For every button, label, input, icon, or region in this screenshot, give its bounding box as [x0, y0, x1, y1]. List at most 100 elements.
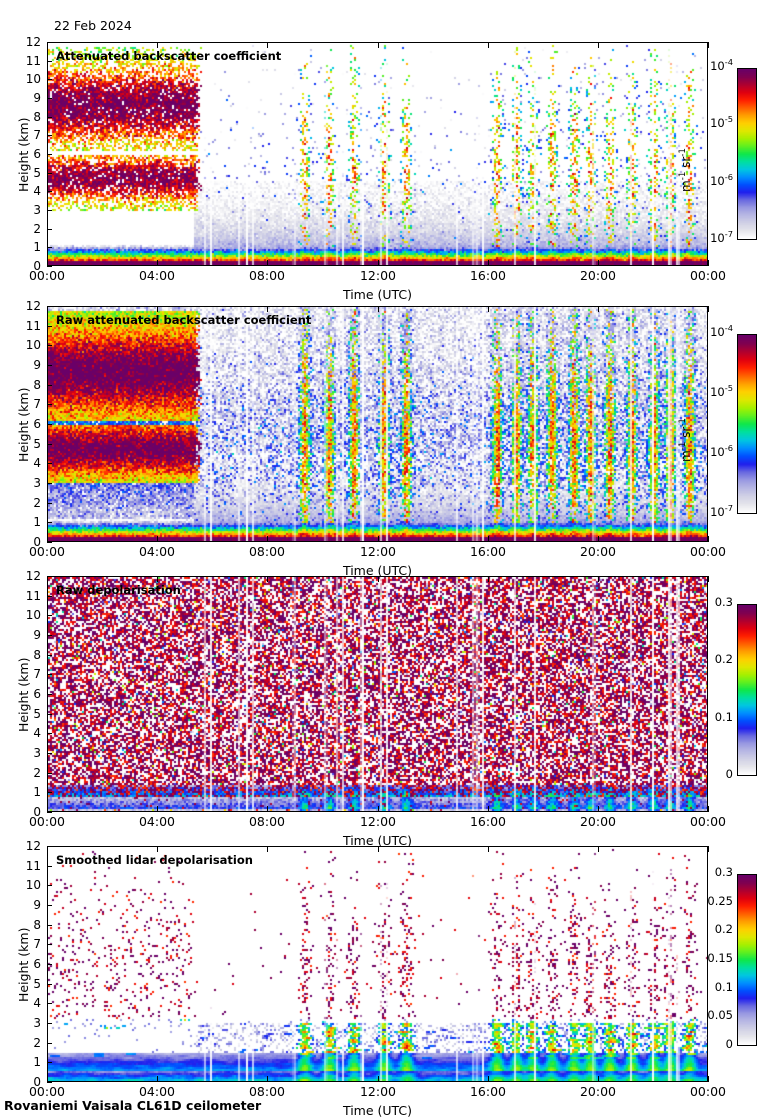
colorbar-tick-label: 0.3: [714, 865, 733, 879]
x-tick-mark: [488, 1076, 489, 1082]
colorbar-tick-label: 0.1: [714, 980, 733, 994]
x-tick-mark: [157, 576, 158, 582]
x-axis-title: Time (UTC): [342, 833, 413, 848]
y-axis-title: Height (km): [16, 117, 31, 192]
y-tick-mark: [47, 542, 52, 543]
y-tick-label: 8: [33, 648, 41, 662]
y-tick-mark: [47, 1003, 52, 1004]
colorbar-gradient-raw-depolarisation: [738, 605, 756, 775]
y-tick-label: 9: [33, 898, 41, 912]
y-tick-label: 6: [33, 417, 41, 431]
y-tick-label: 2: [33, 1036, 41, 1050]
x-tick-mark: [598, 536, 599, 542]
heatmap-canvas-raw-depolarisation: [48, 577, 707, 811]
y-tick-mark: [47, 229, 52, 230]
x-tick-label: 00:00: [689, 268, 727, 283]
y-tick-label: 9: [33, 628, 41, 642]
y-tick-label: 11: [25, 859, 41, 873]
colorbar-tick-label: 10-4: [710, 57, 733, 73]
x-tick-label: 20:00: [579, 268, 617, 283]
y-tick-label: 3: [33, 203, 41, 217]
panel-title-smoothed-lidar-depolarisation: Smoothed lidar depolarisation: [56, 853, 253, 867]
y-tick-mark: [47, 846, 52, 847]
y-tick-mark: [47, 615, 52, 616]
colorbar-unit-label: m-1 sr-1: [678, 148, 693, 192]
x-tick-mark: [598, 306, 599, 312]
x-tick-label: 12:00: [359, 268, 397, 283]
y-tick-label: 5: [33, 707, 41, 721]
x-tick-mark: [157, 42, 158, 48]
y-tick-label: 10: [25, 878, 41, 892]
plot-area-smoothed-lidar-depolarisation[interactable]: [47, 846, 708, 1082]
y-tick-label: 6: [33, 147, 41, 161]
y-tick-label: 0: [33, 805, 41, 819]
colorbar-attenuated-backscatter[interactable]: [737, 68, 757, 240]
x-tick-label: 08:00: [248, 544, 286, 559]
y-tick-label: 4: [33, 726, 41, 740]
y-tick-mark: [47, 812, 52, 813]
y-tick-label: 10: [25, 72, 41, 86]
x-tick-label: 00:00: [28, 268, 66, 283]
x-tick-mark: [488, 42, 489, 48]
y-tick-label: 12: [25, 839, 41, 853]
x-tick-mark: [157, 536, 158, 542]
y-tick-mark: [47, 247, 52, 248]
x-tick-mark: [378, 806, 379, 812]
colorbar-raw-attenuated-backscatter[interactable]: [737, 334, 757, 514]
y-tick-mark: [47, 266, 52, 267]
y-tick-mark: [47, 773, 52, 774]
y-tick-label: 4: [33, 184, 41, 198]
colorbar-tick-label: 0.2: [714, 652, 733, 666]
y-tick-mark: [47, 576, 52, 577]
x-tick-mark: [267, 42, 268, 48]
y-tick-mark: [47, 792, 52, 793]
colorbar-tick-label: 10-7: [710, 229, 733, 245]
y-tick-mark: [47, 596, 52, 597]
x-tick-mark: [488, 306, 489, 312]
plot-area-raw-attenuated-backscatter[interactable]: [47, 306, 708, 542]
y-tick-label: 4: [33, 456, 41, 470]
y-tick-label: 9: [33, 91, 41, 105]
x-tick-mark: [598, 1076, 599, 1082]
x-tick-mark: [47, 576, 48, 582]
x-tick-mark: [267, 576, 268, 582]
y-axis-title: Height (km): [16, 927, 31, 1002]
plot-area-attenuated-backscatter[interactable]: [47, 42, 708, 266]
y-tick-mark: [47, 984, 52, 985]
y-tick-label: 11: [25, 54, 41, 68]
colorbar-gradient-smoothed-lidar-depolarisation: [738, 875, 756, 1045]
y-tick-mark: [47, 61, 52, 62]
y-tick-label: 1: [33, 515, 41, 529]
x-tick-label: 20:00: [579, 1084, 617, 1099]
x-tick-mark: [157, 260, 158, 266]
y-tick-label: 0: [33, 1075, 41, 1089]
x-tick-label: 12:00: [359, 1084, 397, 1099]
y-tick-label: 6: [33, 687, 41, 701]
date-label: 22 Feb 2024: [54, 18, 132, 33]
y-tick-label: 5: [33, 977, 41, 991]
x-tick-label: 04:00: [138, 268, 176, 283]
y-tick-label: 12: [25, 569, 41, 583]
x-tick-mark: [598, 846, 599, 852]
colorbar-unit-label: m-1 sr-1: [678, 418, 693, 462]
x-tick-mark: [708, 536, 709, 542]
y-tick-label: 3: [33, 746, 41, 760]
y-tick-mark: [47, 463, 52, 464]
panel-title-attenuated-backscatter: Attenuated backscatter coefficient: [56, 49, 282, 63]
colorbar-smoothed-lidar-depolarisation[interactable]: [737, 874, 757, 1046]
colorbar-tick-label: 0.3: [714, 595, 733, 609]
colorbar-raw-depolarisation[interactable]: [737, 604, 757, 776]
plot-area-raw-depolarisation[interactable]: [47, 576, 708, 812]
colorbar-tick-label: 10-6: [710, 443, 733, 459]
x-tick-mark: [267, 846, 268, 852]
x-tick-mark: [598, 260, 599, 266]
y-tick-mark: [47, 483, 52, 484]
y-tick-label: 9: [33, 358, 41, 372]
x-tick-mark: [47, 806, 48, 812]
y-tick-mark: [47, 944, 52, 945]
y-tick-mark: [47, 191, 52, 192]
colorbar-tick-label: 10-7: [710, 503, 733, 519]
y-tick-label: 11: [25, 589, 41, 603]
colorbar-tick-label: 0: [725, 1037, 733, 1051]
